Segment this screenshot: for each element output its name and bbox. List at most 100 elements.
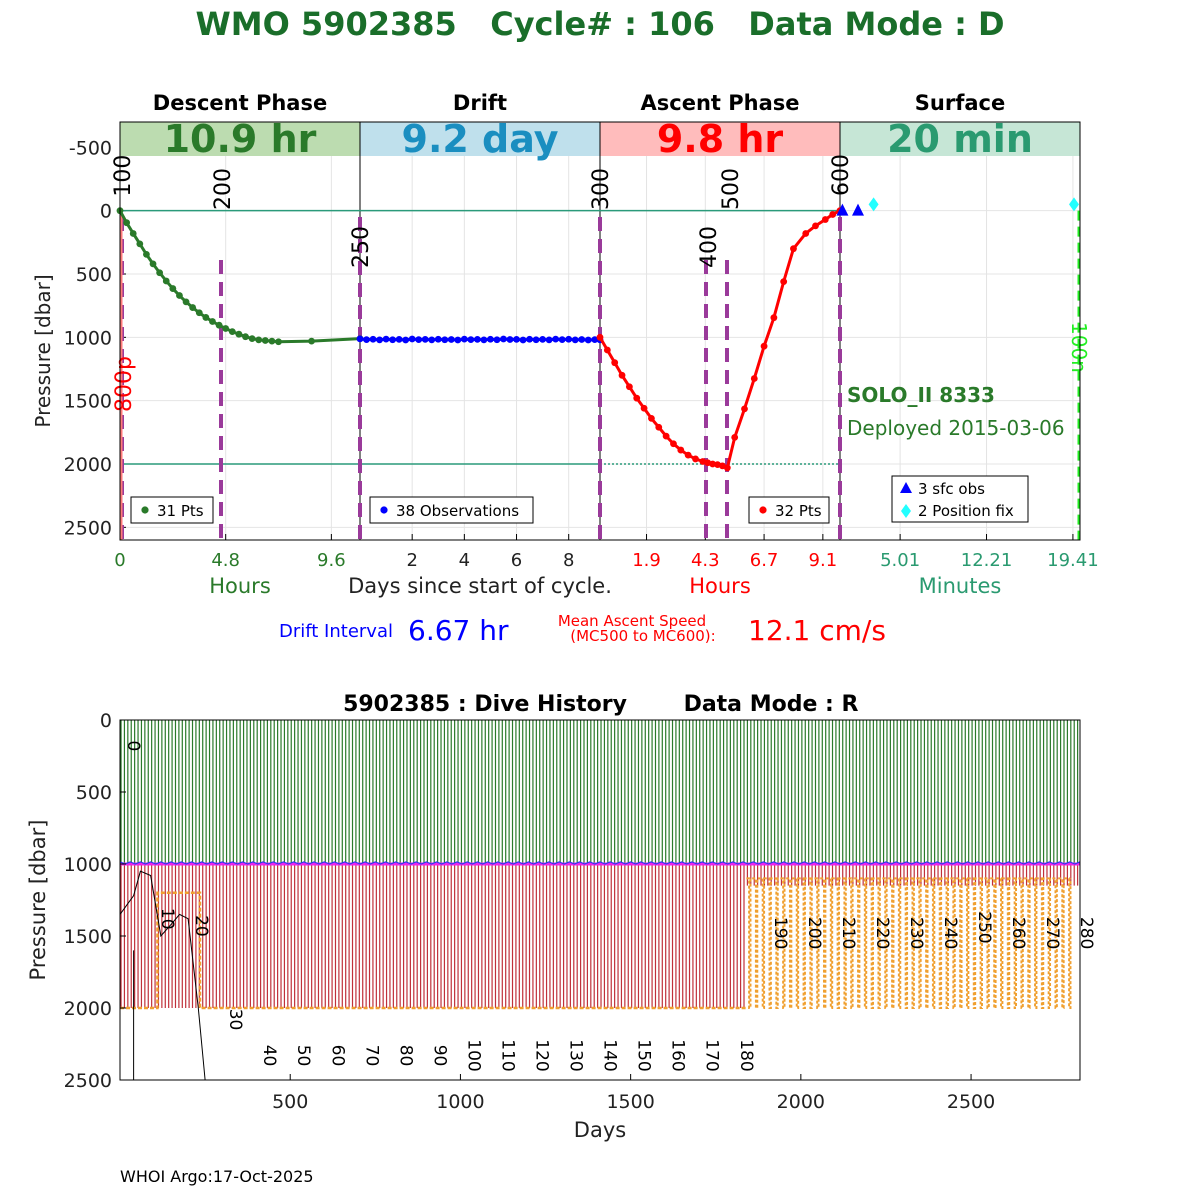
data-point	[519, 336, 527, 344]
y-tick-label: 2500	[64, 517, 112, 539]
cycle-number-label: 190	[770, 917, 790, 949]
phase-title: Surface	[915, 91, 1005, 115]
data-point	[149, 260, 157, 268]
data-point	[802, 230, 810, 237]
data-point	[500, 335, 507, 343]
cycle-number-label: 270	[1042, 917, 1062, 949]
data-point	[532, 336, 540, 344]
legend-label: 32 Pts	[775, 502, 822, 520]
x-axis-label: Days	[574, 1118, 626, 1142]
data-point	[261, 337, 269, 344]
ascent-speed-sublabel: (MC500 to MC600):	[570, 627, 715, 645]
cycle-number-label: 250	[974, 911, 994, 943]
y-tick-label: 2000	[64, 454, 112, 476]
data-point	[268, 337, 276, 345]
x-tick-label: 8	[563, 550, 574, 571]
cycle-number-label: 30	[225, 1009, 245, 1031]
cycle-number-label: 180	[736, 1039, 756, 1071]
data-point	[460, 335, 468, 343]
data-point	[812, 222, 819, 230]
cycle-number-label: 230	[906, 917, 926, 949]
data-point	[255, 336, 263, 344]
data-point	[692, 455, 699, 463]
x-tick-label: 0	[114, 550, 125, 571]
data-point	[780, 278, 788, 285]
phase-duration: 9.8 hr	[657, 117, 784, 161]
data-point	[493, 336, 501, 344]
y-tick-label: -500	[69, 137, 112, 159]
phase-title: Descent Phase	[153, 91, 327, 115]
x-tick-label: 1500	[606, 1091, 654, 1113]
measurement-code-label: 250	[349, 226, 374, 268]
data-point	[169, 285, 177, 292]
data-point	[434, 335, 442, 343]
data-point	[447, 336, 455, 343]
data-point	[723, 464, 731, 472]
data-point	[389, 336, 397, 344]
data-point	[790, 245, 797, 253]
data-point	[487, 335, 494, 343]
data-point	[156, 269, 164, 277]
cycle-number-label: 160	[668, 1039, 688, 1071]
drift-interval-label: Drift Interval	[279, 621, 393, 642]
cycle-number-label: 220	[872, 917, 892, 949]
ascent-legend: 32 Pts	[748, 496, 830, 524]
phase-duration: 10.9 hr	[164, 117, 317, 161]
x-tick-label: 2500	[947, 1091, 995, 1113]
x-tick-label: 500	[272, 1091, 308, 1113]
data-point	[189, 304, 197, 311]
x-tick-label: 4	[459, 550, 470, 571]
data-point	[421, 335, 429, 343]
data-point	[162, 277, 170, 285]
data-point	[467, 336, 475, 344]
data-point	[176, 292, 183, 299]
x-tick-label: 12.21	[961, 550, 1013, 571]
cycle-number-label: 210	[838, 917, 858, 949]
y-tick-label: 1000	[64, 327, 112, 349]
data-point	[584, 336, 592, 344]
data-point	[655, 423, 663, 431]
data-point	[741, 405, 748, 413]
cycle-number-label: 40	[259, 1045, 279, 1067]
phase-duration-band	[120, 122, 360, 156]
position-fix-marker	[1069, 197, 1079, 212]
cycle-number-label: 20	[191, 915, 211, 937]
data-point	[209, 318, 216, 325]
drift-interval-value: 6.67 hr	[408, 614, 509, 647]
x-tick-label: 1.9	[632, 550, 661, 571]
data-point	[441, 336, 449, 344]
profile-depth-envelope	[120, 891, 747, 1010]
float-model: SOLO_II 8333	[847, 383, 995, 407]
data-point	[677, 446, 685, 454]
measurement-code-label: 400	[697, 226, 722, 268]
y-tick-label: 1500	[64, 926, 112, 948]
data-point	[648, 415, 655, 422]
cycle-number-label: 80	[395, 1045, 415, 1067]
cycle-number-label: 240	[940, 917, 960, 949]
cycle-number-label: 260	[1008, 917, 1028, 949]
data-point	[473, 335, 481, 343]
x-tick-label: 5.01	[880, 550, 920, 571]
data-point	[640, 404, 648, 412]
data-point	[662, 432, 670, 440]
data-point	[123, 219, 131, 227]
surface-obs-marker	[852, 203, 864, 216]
data-point	[565, 335, 573, 343]
drift-legend: 38 Observations	[369, 496, 534, 524]
measurement-code-label: 500	[719, 168, 744, 210]
plot-frame	[119, 121, 1081, 541]
ascent-speed-label: Mean Ascent Speed	[558, 612, 706, 630]
data-point	[248, 335, 256, 342]
x-tick-label: 6.7	[750, 550, 779, 571]
data-point	[618, 371, 626, 379]
legend-marker	[141, 506, 149, 514]
data-point	[821, 216, 829, 223]
data-point	[750, 375, 758, 382]
x-tick-label: 2000	[777, 1091, 825, 1113]
data-point	[182, 298, 190, 306]
data-point	[275, 338, 282, 346]
side-annotation-red: 800p	[112, 356, 137, 412]
phase-duration: 20 min	[887, 117, 1033, 161]
legend-label: 3 sfc obs	[918, 480, 985, 498]
